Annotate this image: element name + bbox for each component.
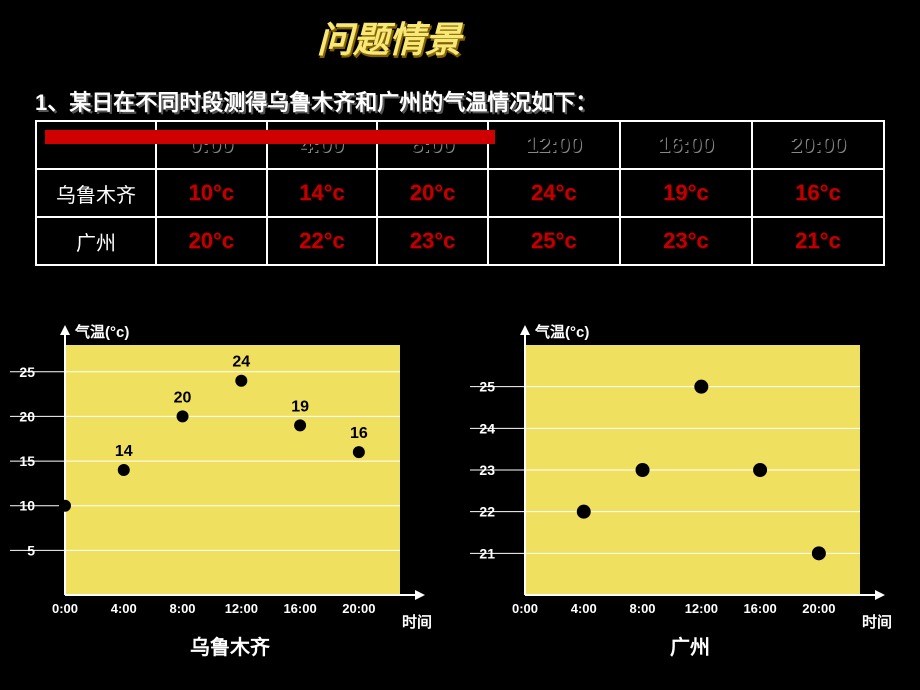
svg-text:气温(°c): 气温(°c) (534, 323, 589, 341)
table-header-row: 0:00 4:00 8:00 12:00 16:00 20:00 (36, 121, 884, 169)
time-header-cell: 4:00 (267, 121, 378, 169)
value-cell: 22°c (267, 217, 378, 265)
svg-text:12:00: 12:00 (685, 601, 718, 616)
svg-text:8:00: 8:00 (170, 601, 196, 616)
table-corner-cell (36, 121, 156, 169)
decorative-red-bar (45, 130, 495, 144)
svg-text:22: 22 (479, 504, 495, 520)
svg-text:20:00: 20:00 (342, 601, 375, 616)
value-cell: 19°c (620, 169, 752, 217)
row-label: 乌鲁木齐 (36, 169, 156, 217)
value-cell: 25°c (488, 217, 620, 265)
svg-text:16: 16 (350, 425, 368, 442)
svg-text:24: 24 (232, 354, 250, 371)
svg-text:0:00: 0:00 (512, 601, 538, 616)
svg-text:14: 14 (115, 443, 133, 460)
value-cell: 21°c (752, 217, 884, 265)
table-row: 广州 20°c 22°c 23°c 25°c 23°c 21°c (36, 217, 884, 265)
time-header-cell: 16:00 (620, 121, 752, 169)
value-cell: 16°c (752, 169, 884, 217)
svg-text:16:00: 16:00 (743, 601, 776, 616)
value-cell: 20°c (377, 169, 488, 217)
svg-text:15: 15 (19, 453, 35, 469)
value-cell: 14°c (267, 169, 378, 217)
chart-title: 乌鲁木齐 (190, 631, 270, 660)
svg-text:8:00: 8:00 (630, 601, 656, 616)
value-cell: 23°c (377, 217, 488, 265)
question-text: 1、某日在不同时段测得乌鲁木齐和广州的气温情况如下： (35, 85, 597, 117)
row-label: 广州 (36, 217, 156, 265)
svg-text:24: 24 (479, 420, 495, 436)
value-cell: 20°c (156, 217, 267, 265)
decorative-title: 问题情景 问题情景 (240, 10, 480, 65)
svg-text:23: 23 (479, 462, 495, 478)
svg-text:0:00: 0:00 (52, 601, 78, 616)
svg-text:20: 20 (19, 408, 35, 424)
svg-text:16:00: 16:00 (283, 601, 316, 616)
svg-text:时间: 时间 (862, 613, 892, 631)
svg-text:20: 20 (174, 389, 192, 406)
svg-text:10: 10 (19, 498, 35, 514)
svg-text:19: 19 (291, 398, 309, 415)
value-cell: 23°c (620, 217, 752, 265)
svg-text:5: 5 (27, 542, 35, 558)
table-row: 乌鲁木齐 10°c 14°c 20°c 24°c 19°c 16°c (36, 169, 884, 217)
svg-text:气温(°c): 气温(°c) (74, 323, 129, 341)
value-cell: 24°c (488, 169, 620, 217)
time-header-cell: 0:00 (156, 121, 267, 169)
time-header-cell: 8:00 (377, 121, 488, 169)
chart-urumqi: 5 10 15 20 25 0:00 4:00 8:00 12:00 16:00 20:00 气温(°… (10, 320, 450, 660)
value-cell: 10°c (156, 169, 267, 217)
svg-text:4:00: 4:00 (111, 601, 137, 616)
svg-text:25: 25 (19, 364, 35, 380)
svg-text:问题情景: 问题情景 (315, 20, 470, 60)
time-header-cell: 20:00 (752, 121, 884, 169)
svg-text:25: 25 (479, 379, 495, 395)
svg-text:12:00: 12:00 (225, 601, 258, 616)
time-header-cell: 12:00 (488, 121, 620, 169)
svg-text:20:00: 20:00 (802, 601, 835, 616)
svg-text:4:00: 4:00 (571, 601, 597, 616)
svg-text:21: 21 (479, 545, 495, 561)
chart-guangzhou: 21 22 23 24 25 0:00 4:00 8:00 12:00 16:00 20:00 气温(… (470, 320, 910, 660)
chart-title: 广州 (670, 631, 710, 660)
svg-text:时间: 时间 (402, 613, 432, 631)
chart-container: 5 10 15 20 25 0:00 4:00 8:00 12:00 16:00 20:00 气温(°… (0, 320, 920, 660)
